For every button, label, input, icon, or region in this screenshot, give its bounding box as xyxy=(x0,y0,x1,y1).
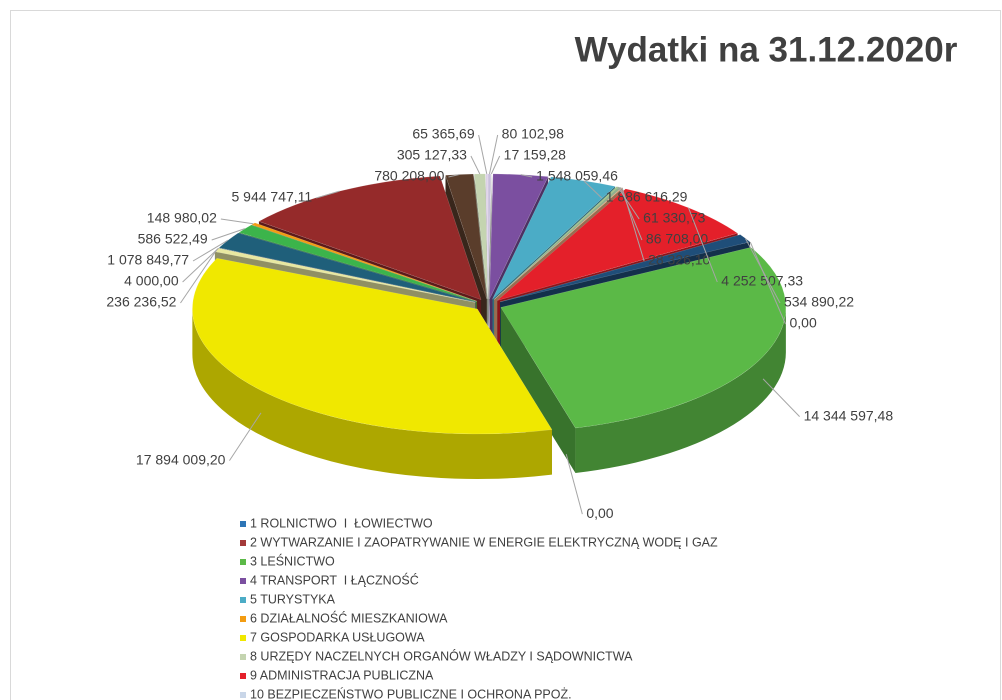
leader-line xyxy=(192,239,229,262)
data-label: 236 236,52 xyxy=(106,294,176,310)
leader-line xyxy=(749,241,786,325)
slice xyxy=(218,232,476,303)
data-label: 28 326,10 xyxy=(648,252,710,268)
slice xyxy=(445,173,487,299)
legend-label: 5 TURYSTYKA xyxy=(250,592,336,606)
legend-label: 7 GOSPODARKA USŁUGOWA xyxy=(250,630,425,644)
legend-label: 6 DZIAŁALNOŚĆ MIESZKANIOWA xyxy=(250,610,448,625)
leader-line xyxy=(688,207,718,283)
legend-label: 4 TRANSPORT I ŁĄCZNOŚĆ xyxy=(250,572,419,587)
data-label: 1 078 849,77 xyxy=(107,252,189,268)
data-label: 17 894 009,20 xyxy=(136,451,226,467)
slice xyxy=(487,173,492,299)
data-label: 5 944 747,11 xyxy=(232,189,313,205)
legend-swatch xyxy=(240,559,246,565)
leader-line xyxy=(490,155,501,175)
pie xyxy=(192,173,787,479)
slice-face xyxy=(488,173,492,344)
data-label: 61 330,73 xyxy=(643,210,705,226)
data-label: 86 708,00 xyxy=(646,231,708,247)
slice-side xyxy=(192,309,552,479)
leader-line xyxy=(211,228,246,241)
leader-line xyxy=(229,412,262,461)
leader-line xyxy=(619,187,643,241)
leader-line xyxy=(520,174,533,178)
leader-line xyxy=(762,378,800,417)
leader-line xyxy=(180,249,218,304)
slice-side xyxy=(575,307,786,474)
data-label: 4 252 507,33 xyxy=(721,273,803,289)
chart-title: Wydatki na 31.12.2020r xyxy=(575,30,958,69)
slice xyxy=(499,234,751,303)
data-label: 17 159,28 xyxy=(504,147,566,163)
legend-swatch xyxy=(240,692,246,698)
data-label: 14 344 597,48 xyxy=(804,407,894,423)
leader-line xyxy=(617,186,640,220)
legend-swatch xyxy=(240,654,246,660)
data-label: 1 548 059,46 xyxy=(536,168,618,184)
data-label: 0,00 xyxy=(789,315,816,331)
leader-line xyxy=(621,187,645,262)
leader-line xyxy=(316,190,340,199)
legend-label: 10 BEZPIECZEŃSTWO PUBLICZNE I OCHRONA PP… xyxy=(250,686,572,700)
leader-line xyxy=(583,180,603,199)
legend-label: 3 LEŚNICTWO xyxy=(250,553,335,568)
legend-swatch xyxy=(240,597,246,603)
slice xyxy=(489,173,549,300)
legend-label: 9 ADMINISTRACJA PUBLICZNA xyxy=(250,668,434,682)
leader-line xyxy=(478,134,488,174)
leader-line xyxy=(489,134,499,174)
data-label: 4 000,00 xyxy=(124,273,179,289)
slice xyxy=(494,186,623,300)
legend-label: 1 ROLNICTWO I ŁOWIECTWO xyxy=(250,516,433,530)
leader-line xyxy=(220,218,254,225)
data-label: 305 127,33 xyxy=(397,147,467,163)
legend-swatch xyxy=(240,578,246,584)
slice xyxy=(250,222,478,302)
legend-swatch xyxy=(240,540,246,546)
data-label: 1 886 616,29 xyxy=(606,189,688,205)
legend-swatch xyxy=(240,673,246,679)
legend-swatch xyxy=(240,616,246,622)
data-label: 65 365,69 xyxy=(412,126,474,142)
leader-line xyxy=(565,453,583,515)
data-label: 80 102,98 xyxy=(502,126,564,142)
slice xyxy=(500,247,787,429)
data-label: 586 522,49 xyxy=(138,231,208,247)
leader-line xyxy=(182,247,219,283)
data-label: 0,00 xyxy=(586,505,613,521)
legend-swatch xyxy=(240,521,246,527)
slice xyxy=(474,173,488,299)
slice xyxy=(493,186,620,300)
leader-line xyxy=(470,155,481,175)
data-label: 148 980,02 xyxy=(147,210,217,226)
legend-label: 2 WYTWARZANIE I ZAOPATRYWANIE W ENERGIE … xyxy=(250,535,718,549)
slice-face xyxy=(500,307,576,474)
slice xyxy=(192,257,553,435)
legend-swatch xyxy=(240,635,246,641)
legend-label: 8 URZĘDY NACZELNYCH ORGANÓW WŁADZY I SĄD… xyxy=(250,648,633,663)
data-label: 780 208,00 xyxy=(374,168,444,184)
data-label: 534 890,22 xyxy=(784,294,854,310)
leader-line xyxy=(448,173,460,178)
